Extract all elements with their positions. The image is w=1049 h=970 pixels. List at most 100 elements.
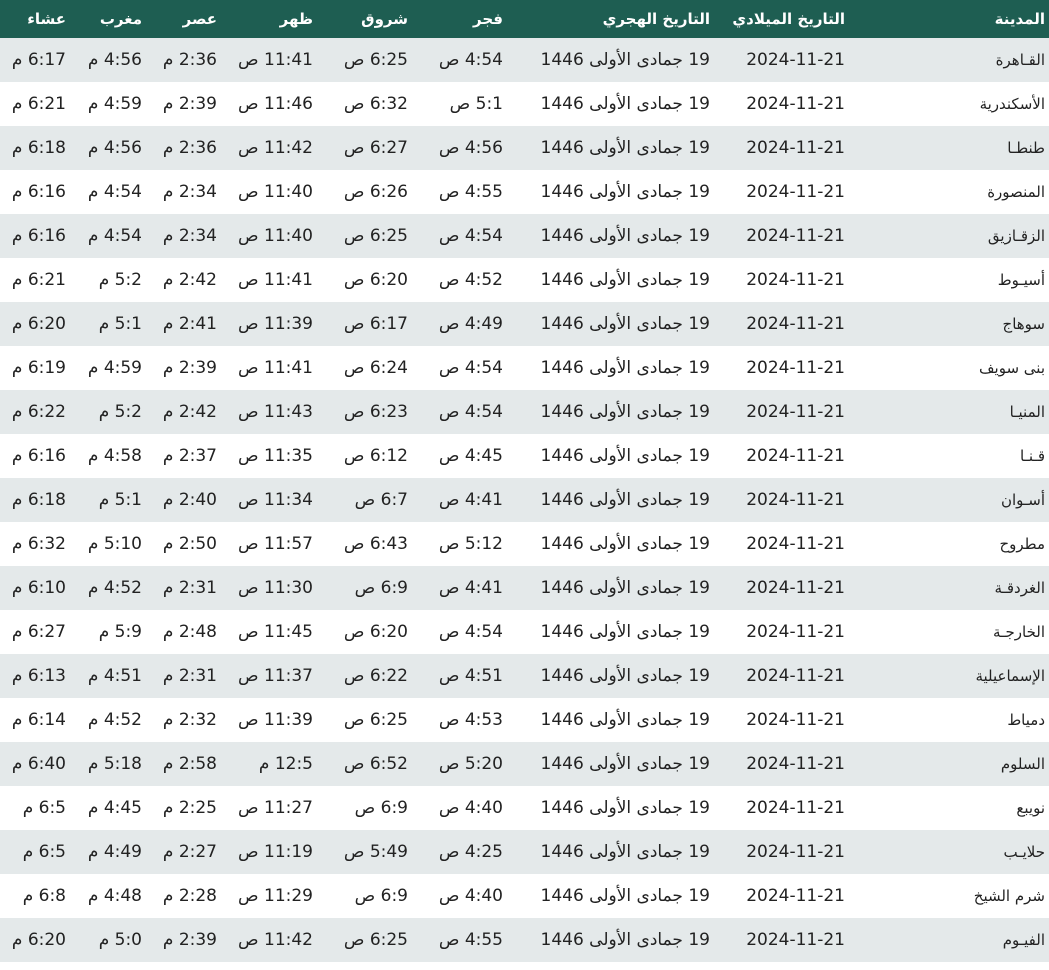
cell-dhuhr: 11:39 ص (238, 314, 313, 334)
cell-gregorian-date: 2024-11-21 (746, 226, 845, 246)
cell-maghrib: 4:48 م (87, 886, 142, 906)
cell-sunrise: 5:49 ص (343, 842, 408, 862)
cell-asr: 2:27 م (162, 842, 217, 862)
cell-dhuhr: 11:39 ص (238, 710, 313, 730)
cell-isha: 6:5 م (22, 798, 66, 818)
table-row: الزقـازيق 2024-11-21 19 جمادى الأولى 1446 4… (0, 214, 1049, 258)
cell-isha: 6:5 م (22, 842, 66, 862)
cell-dhuhr: 11:40 ص (238, 182, 313, 202)
cell-city: بنى سويف (979, 359, 1045, 377)
cell-city: طنطـا (1007, 139, 1045, 157)
cell-hijri-date: 19 جمادى الأولى 1446 (540, 930, 711, 950)
cell-sunrise: 6:20 ص (343, 622, 408, 642)
cell-hijri-date: 19 جمادى الأولى 1446 (540, 842, 711, 862)
header-isha: عشاء (0, 0, 70, 38)
cell-maghrib: 4:54 م (87, 182, 142, 202)
table-body: القـاهرة 2024-11-21 19 جمادى الأولى 1446 4:… (0, 38, 1049, 962)
cell-dhuhr: 11:42 ص (238, 138, 313, 158)
header-city: المدينة (849, 0, 1049, 38)
table-row: حلايـب 2024-11-21 19 جمادى الأولى 1446 4:25… (0, 830, 1049, 874)
cell-city: الغردقـة (994, 579, 1045, 597)
cell-maghrib: 5:2 م (98, 270, 142, 290)
cell-gregorian-date: 2024-11-21 (746, 578, 845, 598)
table-row: الأسكندرية 2024-11-21 19 جمادى الأولى 1446… (0, 82, 1049, 126)
cell-sunrise: 6:25 ص (343, 710, 408, 730)
cell-gregorian-date: 2024-11-21 (746, 754, 845, 774)
cell-isha: 6:18 م (11, 490, 66, 510)
cell-sunrise: 6:23 ص (343, 402, 408, 422)
cell-city: القـاهرة (995, 51, 1045, 69)
cell-hijri-date: 19 جمادى الأولى 1446 (540, 490, 711, 510)
cell-sunrise: 6:9 ص (354, 578, 408, 598)
cell-asr: 2:39 م (162, 358, 217, 378)
cell-hijri-date: 19 جمادى الأولى 1446 (540, 578, 711, 598)
cell-hijri-date: 19 جمادى الأولى 1446 (540, 314, 711, 334)
cell-city: الخارجـة (993, 623, 1045, 641)
cell-hijri-date: 19 جمادى الأولى 1446 (540, 666, 711, 686)
cell-isha: 6:40 م (11, 754, 66, 774)
cell-asr: 2:36 م (162, 138, 217, 158)
table-row: نويبع 2024-11-21 19 جمادى الأولى 1446 4:40 … (0, 786, 1049, 830)
table-row: الخارجـة 2024-11-21 19 جمادى الأولى 1446 4:… (0, 610, 1049, 654)
cell-fajr: 5:1 ص (449, 94, 503, 114)
header-fajr: فجر (412, 0, 507, 38)
cell-fajr: 4:54 ص (438, 226, 503, 246)
cell-asr: 2:32 م (162, 710, 217, 730)
cell-maghrib: 4:58 م (87, 446, 142, 466)
cell-dhuhr: 11:45 ص (238, 622, 313, 642)
cell-gregorian-date: 2024-11-21 (746, 138, 845, 158)
cell-asr: 2:39 م (162, 930, 217, 950)
cell-hijri-date: 19 جمادى الأولى 1446 (540, 270, 711, 290)
cell-sunrise: 6:24 ص (343, 358, 408, 378)
table-row: بنى سويف 2024-11-21 19 جمادى الأولى 1446 4:… (0, 346, 1049, 390)
cell-fajr: 5:12 ص (438, 534, 503, 554)
cell-gregorian-date: 2024-11-21 (746, 842, 845, 862)
cell-gregorian-date: 2024-11-21 (746, 358, 845, 378)
cell-isha: 6:21 م (11, 94, 66, 114)
cell-maghrib: 4:52 م (87, 710, 142, 730)
cell-asr: 2:31 م (162, 578, 217, 598)
cell-gregorian-date: 2024-11-21 (746, 490, 845, 510)
header-asr: عصر (146, 0, 221, 38)
cell-dhuhr: 11:42 ص (238, 930, 313, 950)
table-row: السلوم 2024-11-21 19 جمادى الأولى 1446 5:20… (0, 742, 1049, 786)
cell-fajr: 4:52 ص (438, 270, 503, 290)
header-sunrise: شروق (317, 0, 412, 38)
cell-fajr: 4:54 ص (438, 50, 503, 70)
cell-isha: 6:18 م (11, 138, 66, 158)
cell-sunrise: 6:9 ص (354, 798, 408, 818)
cell-dhuhr: 11:41 ص (238, 50, 313, 70)
table-row: مطروح 2024-11-21 19 جمادى الأولى 1446 5:12 … (0, 522, 1049, 566)
cell-dhuhr: 11:19 ص (238, 842, 313, 862)
table-row: المنصورة 2024-11-21 19 جمادى الأولى 1446 4:… (0, 170, 1049, 214)
cell-dhuhr: 12:5 م (258, 754, 313, 774)
cell-fajr: 4:51 ص (438, 666, 503, 686)
table-row: سوهاج 2024-11-21 19 جمادى الأولى 1446 4:49 … (0, 302, 1049, 346)
cell-asr: 2:28 م (162, 886, 217, 906)
cell-asr: 2:50 م (162, 534, 217, 554)
cell-sunrise: 6:25 ص (343, 50, 408, 70)
cell-hijri-date: 19 جمادى الأولى 1446 (540, 754, 711, 774)
cell-fajr: 4:45 ص (438, 446, 503, 466)
cell-gregorian-date: 2024-11-21 (746, 182, 845, 202)
cell-fajr: 4:49 ص (438, 314, 503, 334)
cell-sunrise: 6:22 ص (343, 666, 408, 686)
table-row: طنطـا 2024-11-21 19 جمادى الأولى 1446 4:56 … (0, 126, 1049, 170)
cell-maghrib: 5:0 م (98, 930, 142, 950)
table-row: شرم الشيخ 2024-11-21 19 جمادى الأولى 1446 4… (0, 874, 1049, 918)
cell-city: سوهاج (1002, 315, 1045, 333)
cell-isha: 6:20 م (11, 314, 66, 334)
cell-isha: 6:16 م (11, 182, 66, 202)
cell-sunrise: 6:27 ص (343, 138, 408, 158)
cell-hijri-date: 19 جمادى الأولى 1446 (540, 226, 711, 246)
cell-dhuhr: 11:35 ص (238, 446, 313, 466)
cell-asr: 2:25 م (162, 798, 217, 818)
cell-sunrise: 6:43 ص (343, 534, 408, 554)
cell-isha: 6:16 م (11, 446, 66, 466)
header-gregorian-date: التاريخ الميلادي (714, 0, 849, 38)
header-maghrib: مغرب (70, 0, 146, 38)
table-row: الفيـوم 2024-11-21 19 جمادى الأولى 1446 4:5… (0, 918, 1049, 962)
cell-maghrib: 4:51 م (87, 666, 142, 686)
cell-isha: 6:22 م (11, 402, 66, 422)
cell-gregorian-date: 2024-11-21 (746, 534, 845, 554)
